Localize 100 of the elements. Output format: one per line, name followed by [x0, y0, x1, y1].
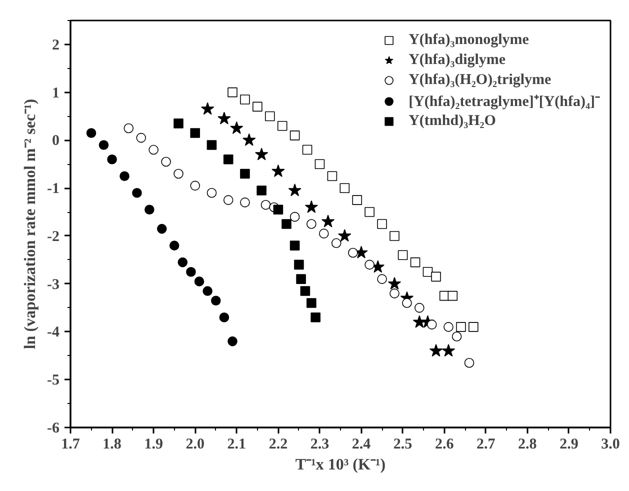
point: [178, 257, 188, 268]
point: [223, 195, 234, 205]
point: [252, 102, 262, 112]
point: [290, 240, 300, 250]
point: [161, 156, 171, 167]
point: [282, 219, 292, 229]
x-tick-label: 2.6: [434, 436, 454, 452]
point: [210, 296, 221, 306]
point: [377, 274, 387, 284]
y-tick-label: -6: [47, 420, 60, 436]
point: [264, 111, 275, 122]
x-tick-label: 2.9: [560, 436, 578, 452]
point: [242, 133, 256, 146]
point: [288, 184, 302, 196]
point: [202, 286, 212, 296]
point: [272, 164, 285, 177]
point: [174, 168, 184, 179]
legend-label: Y(hfa)₃monoglyme: [408, 32, 529, 48]
x-axis-title: T⁻¹x 10³ (K⁻¹): [295, 456, 386, 474]
point: [390, 288, 400, 298]
point: [228, 87, 238, 98]
y-axis-title: ln (vaporization rate mmol m⁻² sec⁻¹): [22, 98, 40, 350]
x-tick-label: 2.7: [476, 436, 496, 452]
x-tick-label: 3.0: [601, 436, 620, 452]
point: [452, 332, 462, 342]
point: [377, 219, 387, 229]
point: [327, 171, 338, 182]
point: [230, 121, 244, 134]
point: [414, 302, 424, 313]
point: [426, 320, 437, 330]
point: [200, 102, 214, 115]
point: [388, 276, 402, 290]
point: [124, 123, 134, 134]
y-tick-label: -2: [47, 228, 60, 245]
point: [219, 312, 230, 322]
point: [402, 298, 412, 308]
point: [273, 204, 284, 215]
point: [318, 228, 329, 238]
point: [429, 344, 443, 357]
y-tick-label: 1: [52, 85, 60, 102]
x-tick-label: 2.3: [310, 436, 330, 452]
y-tick-label: 0: [52, 133, 60, 150]
point: [348, 248, 358, 258]
x-tick-label: 2.1: [227, 436, 246, 452]
point: [456, 322, 466, 332]
point: [254, 148, 268, 160]
point: [228, 336, 238, 346]
point: [398, 250, 408, 260]
legend-label: Y(hfa)₃(H₂O)₂triglyme: [408, 72, 552, 88]
point: [431, 272, 441, 282]
point: [352, 195, 362, 205]
y-tick-label: 2: [52, 37, 60, 54]
point: [120, 171, 130, 182]
point: [294, 260, 304, 270]
point: [364, 260, 374, 270]
point: [256, 186, 266, 196]
point: [364, 207, 374, 217]
point: [304, 200, 318, 213]
point: [148, 144, 158, 155]
point: [442, 344, 456, 357]
point: [306, 298, 316, 308]
point: [98, 140, 109, 150]
y-tick-label: -5: [47, 372, 60, 389]
point: [206, 188, 217, 198]
legend-label: Y(tmhd)₃H₂O: [408, 112, 496, 130]
point: [338, 229, 352, 242]
point: [448, 290, 458, 301]
point: [321, 214, 335, 228]
point: [290, 130, 300, 140]
point: [132, 188, 142, 198]
point: [302, 144, 312, 155]
point: [169, 240, 180, 250]
x-tick-label: 2.8: [518, 436, 537, 452]
point: [223, 154, 234, 164]
point: [194, 276, 204, 286]
point: [464, 358, 474, 368]
point: [156, 224, 167, 234]
point: [144, 204, 154, 215]
point: [260, 200, 271, 210]
x-tick-label: 1.8: [102, 436, 122, 452]
point: [314, 159, 325, 170]
point: [240, 198, 250, 208]
x-tick-label: 1.7: [61, 436, 80, 452]
point: [331, 238, 342, 248]
point: [300, 286, 310, 296]
point: [190, 128, 200, 138]
x-tick-label: 2.4: [352, 436, 372, 452]
y-tick-label: -4: [47, 324, 60, 341]
point: [410, 257, 420, 268]
x-tick-label: 2.2: [268, 436, 288, 452]
x-tick-label: 2.5: [393, 436, 412, 452]
point: [240, 94, 250, 104]
point: [186, 266, 196, 277]
point: [296, 274, 306, 284]
point: [390, 231, 400, 241]
legend-label: Y(hfa)₃diglyme: [408, 52, 506, 68]
point: [310, 312, 320, 322]
point: [86, 128, 96, 138]
point: [174, 118, 184, 128]
point: [218, 112, 231, 124]
